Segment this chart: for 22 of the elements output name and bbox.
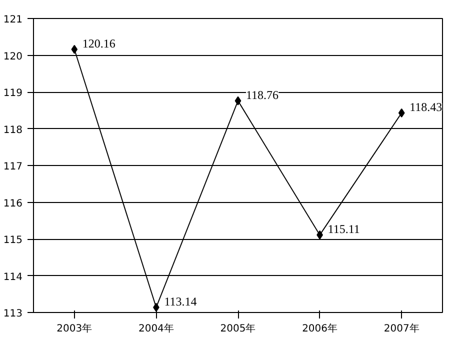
y-tick-label: 120 xyxy=(3,51,23,62)
y-tick-label: 115 xyxy=(3,235,23,246)
y-tick-label: 117 xyxy=(3,162,23,172)
y-tick-label: 121 xyxy=(3,14,23,26)
x-tick-label: 2007年 xyxy=(384,322,420,334)
data-label: 118.76 xyxy=(246,88,279,102)
x-tick-label: 2006年 xyxy=(302,322,338,334)
y-tick-label: 118 xyxy=(3,124,23,136)
y-tick-label: 114 xyxy=(3,272,23,283)
data-label: 113.14 xyxy=(164,294,197,308)
point xyxy=(71,44,78,54)
y-tick-label: 119 xyxy=(3,88,23,99)
y-tick-label: 113 xyxy=(3,308,23,320)
data-label: 120.16 xyxy=(82,36,116,50)
data-label: 115.11 xyxy=(328,222,360,236)
x-tick-label: 2003年 xyxy=(56,322,92,334)
x-tick-label: 2005年 xyxy=(220,322,256,334)
x-tick-label: 2004年 xyxy=(138,322,174,334)
point xyxy=(234,96,242,106)
data-label: 118.43 xyxy=(410,100,442,114)
y-tick-label: 116 xyxy=(3,198,23,210)
point xyxy=(398,108,405,118)
